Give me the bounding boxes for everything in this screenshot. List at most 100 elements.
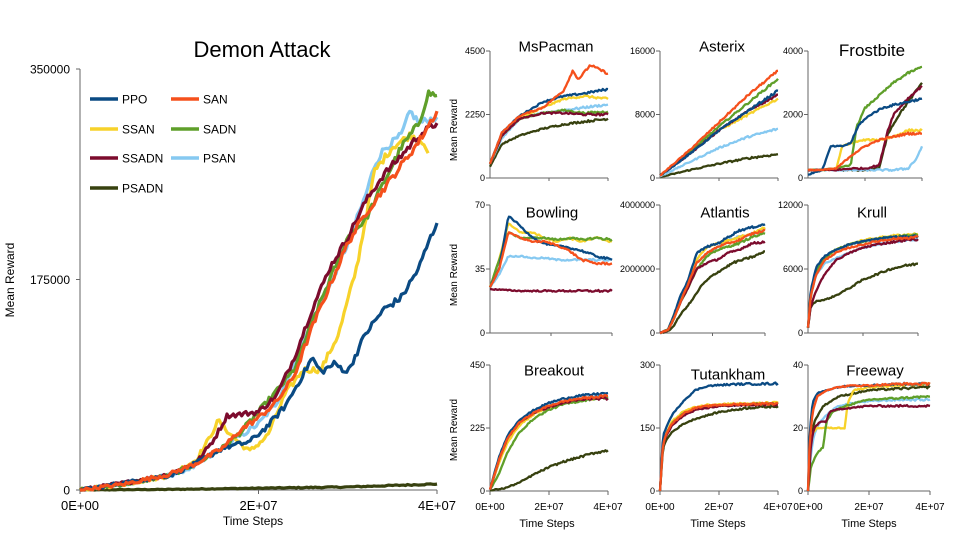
y-tick-label: 150 [640, 423, 655, 433]
x-tick-label: 2E+07 [704, 502, 734, 513]
series-line-psadn [806, 385, 931, 492]
legend-item-sadn: SADN [171, 123, 236, 137]
series-line-ssan [658, 400, 779, 492]
series-line-ssadn [806, 403, 931, 492]
legend: PPO SAN SSAN SADN SSADN PSAN PSADN [90, 93, 236, 196]
x-tick-label: 2E+07 [240, 498, 278, 513]
series-line-ppo [806, 234, 919, 328]
y-tick-label: 2000000 [620, 264, 655, 274]
series-line-sadn [806, 394, 931, 492]
y-tick-label: 2250 [465, 110, 485, 120]
series-line-ssadn [488, 111, 609, 165]
chart-title: Krull [857, 204, 887, 221]
legend-label: PSAN [203, 152, 236, 166]
y-tick-label: 40 [793, 360, 803, 370]
chart-freeway: Freeway 0 20 40 0E+00 2E+07 4E+07 Time Steps [793, 360, 945, 530]
chart-demon-attack: Demon Attack 0 175000 350000 0E+00 2E+07 4E+07… [3, 37, 456, 528]
chart-tutankham: Tutankham 0 150 300 0E+00 2E+07 4E+07 Time Step… [640, 360, 793, 530]
series-line-san [488, 231, 613, 288]
legend-item-ssadn: SSADN [90, 152, 163, 166]
y-tick-label: 8000 [635, 110, 655, 120]
chart-title: MsPacman [518, 38, 593, 55]
legend-label: SSADN [122, 152, 163, 166]
series-line-san [488, 393, 609, 490]
chart-atlantis: Atlantis 0 2000000 4000000 [620, 200, 766, 338]
chart-breakout: Breakout 0 225 450 0E+00 2E+07 4E+07 Mean Rewar… [449, 360, 623, 530]
chart-title: Asterix [699, 38, 745, 55]
y-tick-label: 0 [480, 173, 485, 183]
x-tick-label: 0E+00 [645, 502, 675, 513]
y-tick-label: 20 [793, 423, 803, 433]
chart-title: Atlantis [700, 204, 749, 221]
y-tick-label: 0 [650, 486, 655, 496]
series-line-psan [806, 397, 931, 492]
chart-krull: Krull 0 6000 12000 [778, 200, 919, 338]
x-tick-label: 4E+07 [418, 498, 456, 513]
series-line-psadn [490, 449, 609, 492]
y-tick-label: 0 [798, 328, 803, 338]
y-axis-label: Mean Reward [449, 244, 460, 306]
legend-item-ssan: SSAN [90, 123, 155, 137]
chart-bowling: Bowling 0 35 70 Mean Reward [449, 200, 613, 338]
legend-label: PPO [122, 93, 147, 107]
legend-label: PSADN [122, 182, 163, 196]
x-axis-label: Time Steps [841, 518, 897, 530]
x-tick-label: 0E+00 [61, 498, 99, 513]
series-line-san [80, 110, 439, 492]
x-tick-label: 2E+07 [854, 502, 884, 513]
chart-frostbite: Frostbite 0 2000 4000 [783, 41, 924, 183]
series-line-san [807, 131, 922, 172]
y-tick-label: 70 [475, 200, 485, 210]
x-tick-label: 0E+00 [475, 502, 505, 513]
series-line-ppo [659, 89, 779, 177]
chart-title: Freeway [846, 362, 904, 379]
chart-mspacman: MsPacman 0 2250 4500 Mean Reward [449, 38, 609, 183]
series-line-san [658, 401, 779, 492]
legend-item-psadn: PSADN [90, 182, 163, 196]
y-tick-label: 0 [650, 173, 655, 183]
series-line-psadn [79, 482, 438, 492]
series-line-ssadn [807, 85, 923, 172]
legend-item-psan: PSAN [171, 152, 236, 166]
series-line-psadn [488, 117, 609, 168]
series-line-ppo [488, 391, 609, 490]
y-tick-label: 175000 [30, 273, 70, 287]
x-tick-label: 4E+07 [593, 502, 623, 513]
y-tick-label: 12000 [778, 200, 803, 210]
y-tick-label: 4500 [465, 46, 485, 56]
x-axis-label: Time Steps [519, 518, 575, 530]
series-line-psadn [806, 262, 919, 328]
series-line-ppo [660, 223, 766, 335]
series-line-ssadn [489, 287, 613, 293]
series-line-san [806, 381, 931, 492]
y-tick-label: 16000 [630, 46, 655, 56]
legend-item-san: SAN [171, 93, 228, 107]
series-line-psadn [659, 250, 765, 335]
series-line-san [659, 228, 766, 335]
chart-asterix: Asterix 0 8000 16000 [630, 38, 779, 183]
x-tick-label: 4E+07 [763, 502, 793, 513]
y-tick-label: 0 [480, 486, 485, 496]
y-tick-label: 225 [470, 423, 485, 433]
legend-label: SADN [203, 123, 236, 137]
y-tick-label: 0 [63, 483, 70, 497]
x-tick-label: 4E+07 [915, 502, 945, 513]
y-tick-label: 350000 [30, 62, 70, 76]
chart-title: Demon Attack [194, 37, 332, 62]
series-line-san [659, 69, 779, 177]
y-tick-label: 6000 [783, 264, 803, 274]
series-line-psan [806, 237, 919, 328]
series-line-ssadn [806, 237, 919, 328]
series-line-psan [489, 254, 613, 289]
series-line-psan [659, 127, 779, 178]
legend-item-ppo: PPO [90, 93, 147, 107]
y-tick-label: 0 [480, 328, 485, 338]
series-line-ppo [80, 222, 439, 492]
series-line-psadn [658, 404, 779, 492]
series-line-ppo [658, 381, 779, 492]
series-line-san [488, 64, 609, 165]
chart-title: Tutankham [691, 366, 765, 383]
y-tick-label: 0 [798, 486, 803, 496]
legend-label: SSAN [122, 123, 155, 137]
